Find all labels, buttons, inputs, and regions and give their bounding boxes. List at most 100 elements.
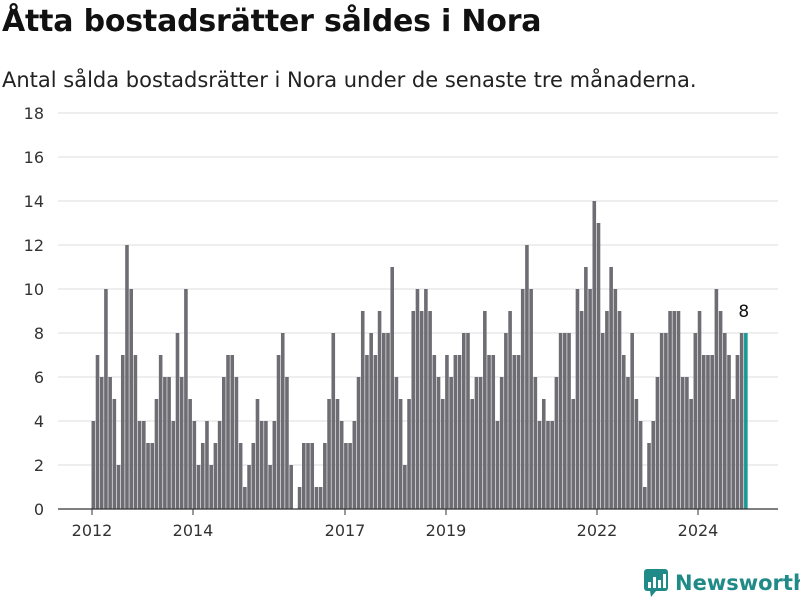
- bar: [377, 311, 382, 509]
- bar: [318, 487, 323, 509]
- bar: [546, 421, 550, 509]
- chart-subtitle: Antal sålda bostadsrätter i Nora under d…: [2, 68, 697, 92]
- y-tick-label: 4: [34, 412, 44, 431]
- bar: [247, 465, 251, 509]
- bar: [167, 377, 171, 509]
- bar: [104, 289, 108, 509]
- bar: [436, 377, 441, 509]
- bar: [626, 377, 630, 509]
- bar: [112, 399, 117, 509]
- bar: [516, 355, 521, 509]
- bar: [365, 355, 369, 509]
- bar: [647, 443, 651, 509]
- y-tick-label: 0: [34, 500, 44, 519]
- latest-value-label: 8: [738, 302, 749, 322]
- bar: [344, 443, 348, 509]
- bar: [461, 333, 466, 509]
- bar: [638, 421, 643, 509]
- bar: [137, 421, 142, 509]
- bar: [440, 399, 445, 509]
- y-tick-label: 12: [24, 236, 44, 255]
- bar: [394, 377, 399, 509]
- bar: [706, 355, 710, 509]
- bar: [125, 245, 129, 509]
- y-tick-label: 18: [24, 104, 44, 123]
- bar: [727, 355, 731, 509]
- bar: [424, 289, 428, 509]
- bar: [563, 333, 567, 509]
- bar: [432, 355, 437, 509]
- bar: [415, 289, 420, 509]
- bar: [108, 377, 112, 509]
- bar: [99, 377, 104, 509]
- bar: [541, 399, 546, 509]
- bar: [697, 311, 702, 509]
- bar: [302, 443, 306, 509]
- axes: 0 2 4 6 8 10 12 14 16 18 8 2012 2014 2017 2019 2022 2024: [24, 104, 778, 540]
- bar: [617, 311, 622, 509]
- bar: [196, 465, 201, 509]
- bar: [512, 355, 517, 509]
- bar: [335, 399, 340, 509]
- bar: [584, 267, 588, 509]
- bar: [348, 443, 352, 509]
- bar: [154, 399, 159, 509]
- bar: [264, 421, 268, 509]
- bar: [192, 421, 197, 509]
- bar: [710, 355, 714, 509]
- bar: [200, 443, 205, 509]
- bar: [680, 377, 685, 509]
- bar: [280, 333, 285, 509]
- logo-text: Newsworthy: [675, 571, 800, 595]
- bar: [449, 377, 453, 509]
- bar: [575, 289, 580, 509]
- bar: [129, 289, 133, 509]
- bar: [558, 333, 563, 509]
- bar: [600, 333, 605, 509]
- bar: [133, 355, 138, 509]
- x-tick-label: 2022: [577, 521, 618, 540]
- x-tick-label: 2014: [173, 521, 214, 540]
- bar: [163, 377, 167, 509]
- bar: [453, 355, 458, 509]
- y-tick-label: 10: [24, 280, 44, 299]
- bar: [327, 399, 331, 509]
- bar: [613, 289, 618, 509]
- bar: [331, 333, 336, 509]
- bar: [205, 421, 209, 509]
- bar: [554, 377, 559, 509]
- bar: [222, 377, 226, 509]
- bar: [735, 355, 740, 509]
- x-tick-label: 2019: [426, 521, 467, 540]
- y-tick-label: 6: [34, 368, 44, 387]
- bar: [529, 289, 533, 509]
- bar: [314, 487, 319, 509]
- bar: [655, 377, 660, 509]
- y-tick-label: 8: [34, 324, 44, 343]
- bar: [499, 377, 504, 509]
- bar: [508, 311, 512, 509]
- bar: [739, 333, 744, 509]
- newsworthy-logo-icon: [644, 569, 668, 597]
- bar: [381, 333, 386, 509]
- bar: [609, 267, 613, 509]
- bar: [116, 465, 121, 509]
- bar: [634, 399, 639, 509]
- bar: [605, 311, 609, 509]
- bar: [369, 333, 373, 509]
- bar: [520, 289, 525, 509]
- newsworthy-logo[interactable]: Newsworthy: [643, 568, 800, 598]
- bar: [142, 421, 146, 509]
- bar: [386, 333, 390, 509]
- bar: [356, 377, 361, 509]
- bar: [668, 311, 672, 509]
- bar: [714, 289, 719, 509]
- bar: [643, 487, 647, 509]
- bar: [428, 311, 432, 509]
- bar: [504, 333, 508, 509]
- x-tick-label: 2017: [325, 521, 366, 540]
- bar: [360, 311, 365, 509]
- bar: [411, 311, 416, 509]
- bar: [310, 443, 315, 509]
- bar: [339, 421, 344, 509]
